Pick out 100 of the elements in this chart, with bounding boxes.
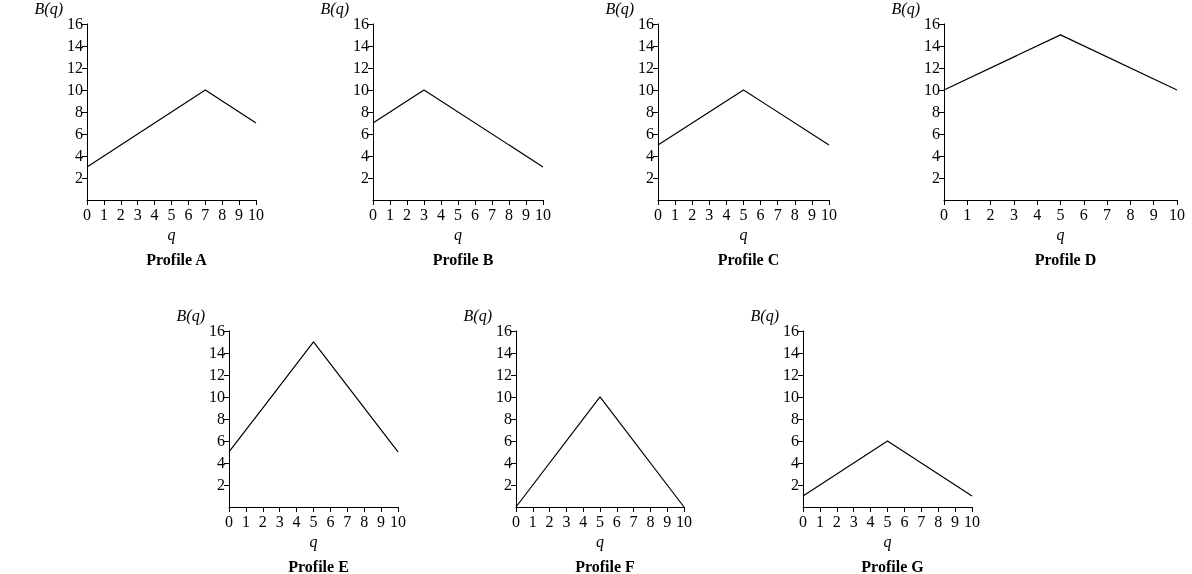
y-tick-label: 16 [924,15,940,33]
x-tick-label: 3 [562,512,571,530]
y-axis-title: B(q) [320,0,349,18]
x-tick-label: 0 [512,512,520,530]
x-axis-title: q [1056,226,1065,245]
y-tick-label: 2 [75,169,83,187]
x-tick-label: 5 [454,205,462,223]
x-tick-label: 5 [596,512,604,530]
x-tick-label: 8 [1126,205,1135,223]
x-tick-label: 3 [133,205,142,223]
x-tick-label: 7 [773,205,782,223]
x-tick-label: 5 [883,512,892,530]
x-tick-label: 4 [866,512,875,530]
y-tick-label: 14 [496,344,512,362]
y-tick-label: 6 [932,125,940,143]
y-tick-label: 12 [353,59,369,77]
y-tick-label: 4 [791,454,799,472]
x-tick-label: 1 [963,205,972,223]
y-tick-label: 4 [75,147,83,165]
x-tick-label: 10 [676,512,692,530]
x-tick-label: 9 [235,205,244,223]
text: Profile G [861,557,925,574]
y-tick-label: 4 [504,454,512,472]
y-tick-label: 4 [932,147,940,165]
x-tick-label: 1 [386,205,394,223]
x-tick-label: 0 [225,512,233,530]
x-axis-title: q [883,533,892,552]
x-tick-label: 6 [612,512,621,530]
x-axis-title: q [596,533,604,552]
x-tick-label: 3 [1009,205,1018,223]
x-tick-label: 9 [663,512,672,530]
x-tick-label: 2 [258,512,267,530]
text: Profile D [1034,250,1097,268]
y-tick-label: 12 [209,366,225,384]
y-tick-label: 12 [67,59,83,77]
x-tick-label: 0 [369,205,377,223]
y-tick-label: 8 [504,410,512,428]
x-tick-label: 2 [986,205,995,223]
x-tick-label: 6 [1079,205,1088,223]
x-tick-label: 6 [184,205,193,223]
x-tick-label: 10 [248,205,264,223]
y-tick-label: 8 [361,103,369,121]
x-tick-label: 9 [522,205,530,223]
x-tick-label: 1 [815,512,824,530]
y-tick-label: 2 [217,476,225,494]
y-axis-title: B(q) [750,306,779,325]
y-tick-label: 6 [361,125,369,143]
x-tick-label: 1 [528,512,537,530]
x-tick-label: 6 [326,512,335,530]
y-tick-label: 10 [67,81,83,99]
x-tick-label: 9 [1149,205,1158,223]
y-tick-label: 14 [638,37,654,55]
text: Profile C [717,250,780,268]
y-tick-label: 10 [638,81,654,99]
text: Profile F [575,557,636,574]
x-tick-label: 7 [1103,205,1112,223]
text: Profile B [432,250,494,268]
x-tick-label: 4 [150,205,159,223]
y-tick-label: 10 [209,388,225,406]
x-tick-label: 3 [275,512,284,530]
y-tick-label: 6 [504,432,512,450]
x-tick-label: 2 [545,512,554,530]
y-tick-label: 4 [646,147,654,165]
x-tick-label: 4 [1033,205,1042,223]
x-tick-label: 4 [722,205,731,223]
y-tick-label: 16 [783,322,799,340]
y-tick-label: 6 [217,432,225,450]
x-tick-label: 10 [390,512,406,530]
y-tick-label: 14 [353,37,369,55]
x-tick-label: 4 [579,512,588,530]
x-tick-label: 0 [83,205,91,223]
y-tick-label: 14 [783,344,799,362]
y-tick-label: 10 [353,81,369,99]
y-tick-label: 16 [353,15,369,33]
x-tick-label: 2 [116,205,125,223]
y-tick-label: 16 [67,15,83,33]
y-tick-label: 14 [924,37,940,55]
y-tick-label: 8 [932,103,940,121]
y-tick-label: 10 [496,388,512,406]
y-tick-label: 2 [791,476,799,494]
y-tick-label: 12 [783,366,799,384]
y-axis-title: B(q) [176,306,205,325]
x-tick-label: 2 [688,205,697,223]
x-axis-title: q [309,533,318,552]
x-tick-label: 0 [654,205,662,223]
y-tick-label: 4 [361,147,369,165]
y-tick-label: 2 [646,169,654,187]
y-axis-title: B(q) [463,306,492,325]
x-tick-label: 6 [900,512,909,530]
text: Profile E [288,557,349,574]
y-tick-label: 16 [209,322,225,340]
x-tick-label: 3 [849,512,858,530]
y-tick-label: 4 [217,454,225,472]
x-tick-label: 9 [377,512,386,530]
x-tick-label: 10 [821,205,837,223]
x-tick-label: 1 [671,205,680,223]
x-tick-label: 6 [471,205,479,223]
y-tick-label: 10 [783,388,799,406]
x-axis-title: q [167,226,176,245]
y-tick-label: 8 [791,410,799,428]
